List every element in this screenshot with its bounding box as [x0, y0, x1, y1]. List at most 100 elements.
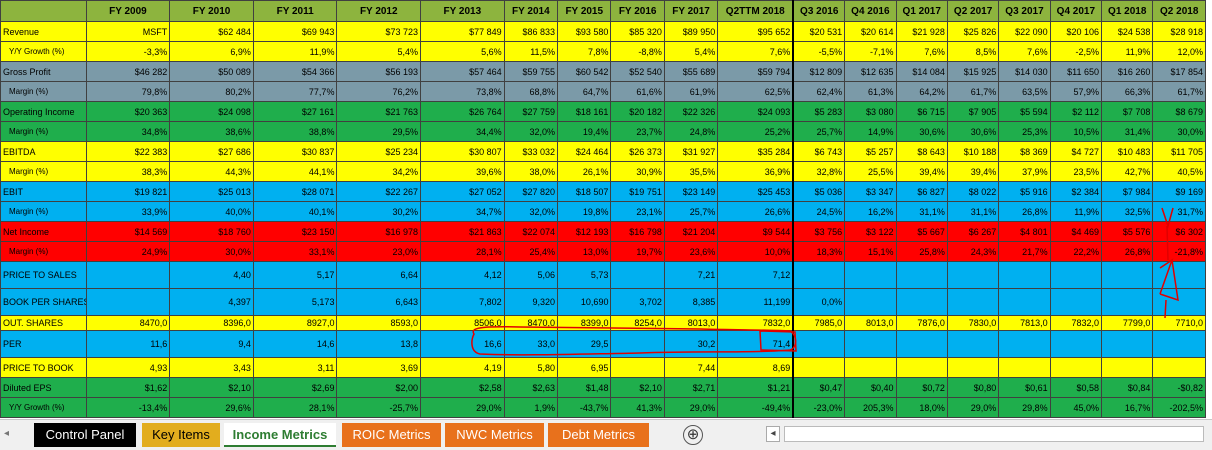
data-cell[interactable]: 6,64	[336, 261, 422, 289]
data-cell[interactable]: $77 849	[420, 21, 505, 42]
data-cell[interactable]	[895, 330, 948, 358]
data-cell[interactable]: $6 743	[792, 141, 846, 162]
data-cell[interactable]: 38,8%	[252, 121, 338, 142]
data-cell[interactable]: 61,9%	[663, 81, 719, 102]
data-cell[interactable]: -21,8%	[1152, 241, 1206, 262]
data-cell[interactable]: $30 837	[252, 141, 338, 162]
data-cell[interactable]: 4,12	[420, 261, 505, 289]
data-cell[interactable]: 44,1%	[252, 161, 338, 182]
data-cell[interactable]: $14 569	[85, 221, 171, 242]
data-cell[interactable]: 29,5	[557, 330, 612, 358]
data-cell[interactable]: $26 373	[610, 141, 665, 162]
data-cell[interactable]	[792, 330, 846, 358]
data-cell[interactable]: 64,2%	[895, 81, 948, 102]
column-header[interactable]	[0, 0, 87, 22]
data-cell[interactable]: 7,12	[717, 261, 795, 289]
data-cell[interactable]: 30,0%	[169, 241, 254, 262]
data-cell[interactable]	[792, 261, 846, 289]
data-cell[interactable]: 23,5%	[1049, 161, 1103, 182]
data-cell[interactable]: $20 531	[792, 21, 846, 42]
data-cell[interactable]: $3 347	[844, 181, 897, 202]
data-cell[interactable]: 63,5%	[998, 81, 1051, 102]
data-cell[interactable]: $15 925	[946, 61, 1000, 82]
data-cell[interactable]	[998, 288, 1051, 316]
data-cell[interactable]: 5,173	[252, 288, 338, 316]
data-cell[interactable]: 16,7%	[1101, 397, 1154, 418]
data-cell[interactable]: 7,6%	[717, 41, 795, 62]
data-cell[interactable]: $31 927	[663, 141, 719, 162]
data-cell[interactable]: 32,8%	[792, 161, 846, 182]
data-cell[interactable]: $2,58	[420, 377, 505, 398]
data-cell[interactable]: $4 469	[1049, 221, 1103, 242]
data-cell[interactable]: 4,19	[420, 357, 505, 378]
data-cell[interactable]: 8,385	[663, 288, 719, 316]
data-cell[interactable]: 25,2%	[717, 121, 795, 142]
data-cell[interactable]: 15,1%	[844, 241, 897, 262]
data-cell[interactable]: 45,0%	[1049, 397, 1103, 418]
tab-key-items[interactable]: Key Items	[142, 423, 220, 447]
data-cell[interactable]: 40,0%	[169, 201, 254, 222]
data-cell[interactable]: 28,1%	[420, 241, 505, 262]
data-cell[interactable]: 61,6%	[610, 81, 665, 102]
data-cell[interactable]: 71,4	[717, 330, 795, 358]
row-label[interactable]: EBIT	[0, 181, 87, 202]
column-header[interactable]: FY 2013	[420, 0, 505, 22]
data-cell[interactable]: $2 112	[1049, 101, 1103, 122]
data-cell[interactable]	[610, 261, 665, 289]
tab-income-metrics[interactable]: Income Metrics	[224, 423, 336, 447]
data-cell[interactable]: $5 576	[1101, 221, 1154, 242]
data-cell[interactable]: -23,0%	[792, 397, 846, 418]
data-cell[interactable]: 32,0%	[503, 201, 559, 222]
data-cell[interactable]: $2,69	[252, 377, 338, 398]
spreadsheet-grid[interactable]: FY 2009 FY 2010 FY 2011 FY 2012 FY 2013 FY 20…	[0, 0, 1212, 418]
data-cell[interactable]: $85 320	[610, 21, 665, 42]
data-cell[interactable]: $7 984	[1101, 181, 1154, 202]
data-cell[interactable]: 7832,0	[1049, 315, 1103, 331]
column-header[interactable]: FY 2012	[336, 0, 422, 22]
data-cell[interactable]: 79,8%	[85, 81, 171, 102]
data-cell[interactable]	[844, 288, 897, 316]
data-cell[interactable]: 39,6%	[420, 161, 505, 182]
data-cell[interactable]	[792, 357, 846, 378]
data-cell[interactable]: 38,3%	[85, 161, 171, 182]
data-cell[interactable]: -43,7%	[557, 397, 612, 418]
data-cell[interactable]: 12,0%	[1152, 41, 1206, 62]
data-cell[interactable]	[1152, 288, 1206, 316]
data-cell[interactable]: $19 821	[85, 181, 171, 202]
data-cell[interactable]: 42,7%	[1101, 161, 1154, 182]
data-cell[interactable]: -$0,82	[1152, 377, 1206, 398]
data-cell[interactable]: 24,9%	[85, 241, 171, 262]
data-cell[interactable]: $17 854	[1152, 61, 1206, 82]
data-cell[interactable]: 3,69	[336, 357, 422, 378]
data-cell[interactable]: 40,1%	[252, 201, 338, 222]
data-cell[interactable]: 31,7%	[1152, 201, 1206, 222]
data-cell[interactable]: -2,5%	[1049, 41, 1103, 62]
data-cell[interactable]: $24 464	[557, 141, 612, 162]
data-cell[interactable]: 34,7%	[420, 201, 505, 222]
data-cell[interactable]: $14 084	[895, 61, 948, 82]
data-cell[interactable]: 29,0%	[946, 397, 1000, 418]
data-cell[interactable]: $20 106	[1049, 21, 1103, 42]
row-label[interactable]: PRICE TO BOOK	[0, 357, 87, 378]
data-cell[interactable]: 8396,0	[169, 315, 254, 331]
data-cell[interactable]	[1152, 357, 1206, 378]
data-cell[interactable]: $73 723	[336, 21, 422, 42]
data-cell[interactable]	[1049, 288, 1103, 316]
data-cell[interactable]: -13,4%	[85, 397, 171, 418]
data-cell[interactable]	[85, 261, 171, 289]
data-cell[interactable]: $21 763	[336, 101, 422, 122]
data-cell[interactable]: $24 538	[1101, 21, 1154, 42]
column-header[interactable]: Q4 2016	[844, 0, 897, 22]
data-cell[interactable]: $18 507	[557, 181, 612, 202]
data-cell[interactable]: $5 257	[844, 141, 897, 162]
data-cell[interactable]: 23,7%	[610, 121, 665, 142]
data-cell[interactable]: $60 542	[557, 61, 612, 82]
tab-nwc-metrics[interactable]: NWC Metrics	[445, 423, 544, 447]
data-cell[interactable]: 34,2%	[336, 161, 422, 182]
data-cell[interactable]: 5,4%	[663, 41, 719, 62]
data-cell[interactable]: -202,5%	[1152, 397, 1206, 418]
data-cell[interactable]: MSFT	[85, 21, 171, 42]
data-cell[interactable]: $20 182	[610, 101, 665, 122]
data-cell[interactable]: 19,8%	[557, 201, 612, 222]
data-cell[interactable]: 11,9%	[1049, 201, 1103, 222]
